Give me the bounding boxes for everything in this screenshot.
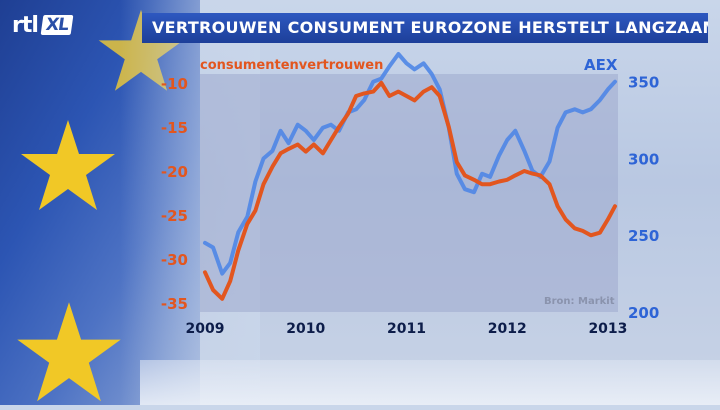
left-axis-tick-label: -15 — [161, 119, 188, 137]
source-note: Bron: Markit — [544, 296, 615, 307]
left-axis-tick-label: -35 — [161, 295, 188, 313]
aex-line — [203, 52, 617, 276]
left-axis-tick-label: -30 — [161, 251, 188, 269]
plot-area — [200, 74, 618, 312]
left-axis-tick-label: -10 — [161, 75, 188, 93]
right-axis-tick-label: 300 — [628, 150, 659, 168]
right-axis-tick-label: 200 — [628, 304, 659, 322]
left-axis-tick-label: -20 — [161, 163, 188, 181]
left-axis-label: consumentenvertrouwen — [200, 58, 384, 73]
eu-star-icon — [17, 302, 121, 402]
left-axis-tick-label: -25 — [161, 207, 188, 225]
logo-text: rtl — [12, 12, 39, 38]
headline-text: VERTROUWEN CONSUMENT EUROZONE HERSTELT L… — [152, 18, 708, 37]
rtlxl-logo: rtl XL — [12, 10, 74, 40]
consumer-confidence-line — [203, 80, 617, 301]
right-axis-tick-label: 250 — [628, 227, 659, 245]
x-axis-tick-label: 2012 — [488, 321, 527, 337]
x-axis-tick-label: 2010 — [286, 321, 325, 337]
x-axis-tick-label: 2009 — [186, 321, 225, 337]
right-axis-tick-label: 350 — [628, 74, 659, 92]
headline-bar: VERTROUWEN CONSUMENT EUROZONE HERSTELT L… — [142, 13, 708, 43]
right-axis-label: AEX — [584, 56, 618, 74]
x-axis-tick-label: 2013 — [588, 321, 627, 337]
eu-star-icon — [21, 120, 115, 210]
lower-banner-area — [140, 360, 720, 405]
x-axis-tick-label: 2011 — [387, 321, 426, 337]
